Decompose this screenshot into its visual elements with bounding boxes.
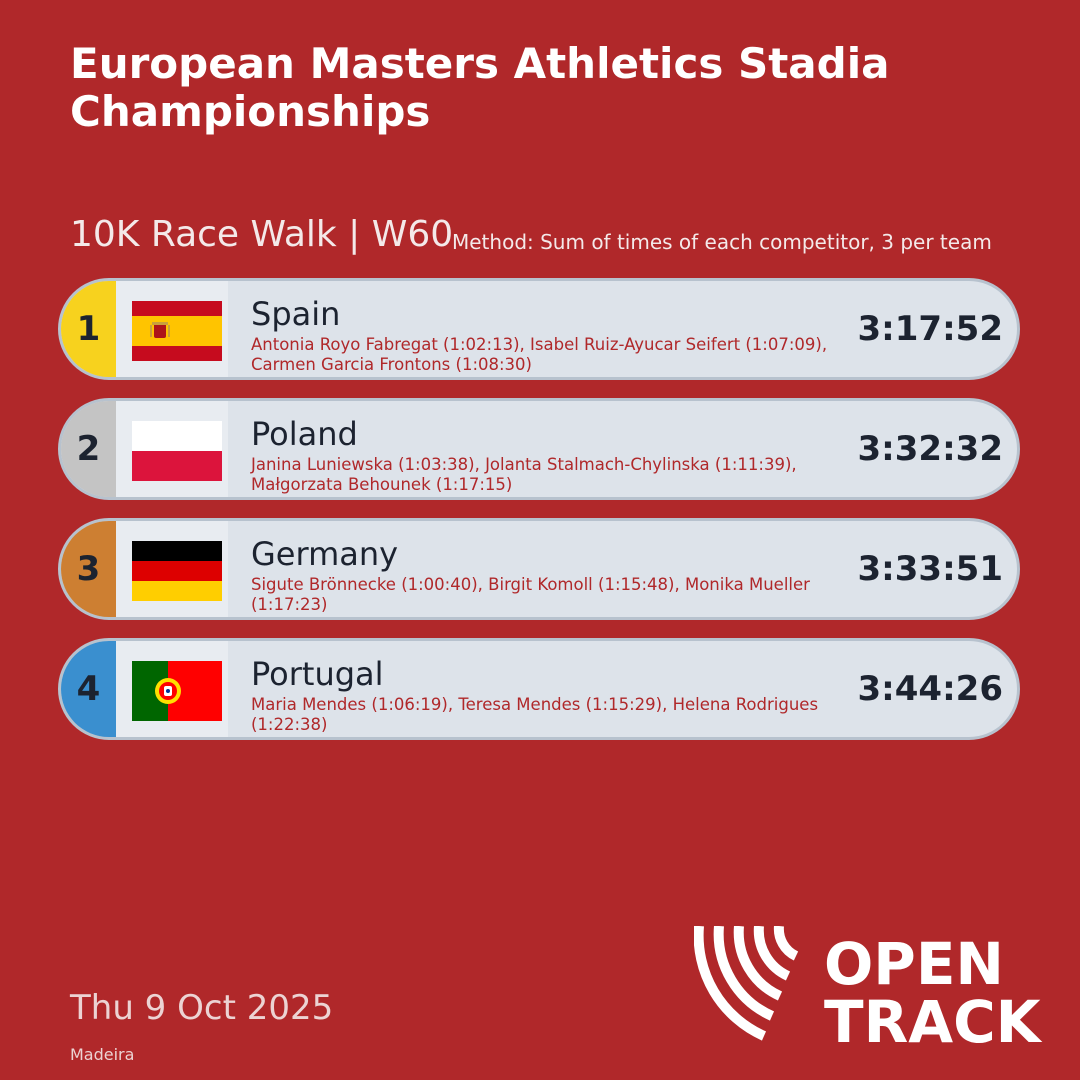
team-members: Sigute Brönnecke (1:00:40), Birgit Komol… (251, 575, 810, 614)
germany-flag-icon (132, 541, 222, 601)
logo-line-1: OPEN (824, 930, 1004, 998)
result-card: 1 Spain Antonia Royo Fabregat (1:02:13),… (58, 278, 1020, 380)
rank-badge: 3 (61, 521, 116, 617)
opentrack-logo: OPEN TRACK (694, 926, 1043, 1046)
country-name: Portugal (251, 655, 384, 693)
scoring-method: Method: Sum of times of each competitor,… (452, 230, 992, 254)
rank-badge: 1 (61, 281, 116, 377)
result-card: 2 Poland Janina Luniewska (1:03:38), Jol… (58, 398, 1020, 500)
poland-flag-icon (132, 421, 222, 481)
team-total-time: 3:44:26 (857, 669, 1003, 709)
spain-flag-icon (132, 301, 222, 361)
country-name: Spain (251, 295, 341, 333)
page-title: European Masters Athletics Stadia Champi… (70, 39, 890, 136)
country-name: Poland (251, 415, 358, 453)
team-members: Maria Mendes (1:06:19), Teresa Mendes (1… (251, 695, 819, 734)
team-members: Janina Luniewska (1:03:38), Jolanta Stal… (251, 455, 797, 494)
team-members: Antonia Royo Fabregat (1:02:13), Isabel … (251, 335, 828, 374)
event-name: 10K Race Walk | W60 (70, 214, 454, 255)
event-date: Thu 9 Oct 2025 (70, 988, 334, 1028)
team-total-time: 3:33:51 (857, 549, 1003, 589)
event-venue: Madeira (70, 1045, 135, 1064)
portugal-flag-icon (132, 661, 222, 721)
result-card: 4 Portugal Maria Mendes (1:06:19), Teres… (58, 638, 1020, 740)
logo-line-2: TRACK (824, 988, 1043, 1046)
team-total-time: 3:32:32 (857, 429, 1003, 469)
result-card: 3 Germany Sigute Brönnecke (1:00:40), Bi… (58, 518, 1020, 620)
rank-badge: 4 (61, 641, 116, 737)
rank-badge: 2 (61, 401, 116, 497)
country-name: Germany (251, 535, 399, 573)
team-total-time: 3:17:52 (857, 309, 1003, 349)
